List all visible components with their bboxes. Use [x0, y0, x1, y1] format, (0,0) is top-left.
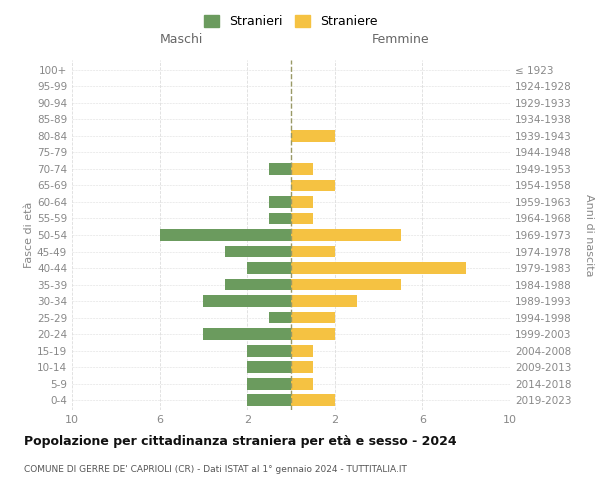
Bar — [291, 378, 313, 390]
Bar — [291, 196, 313, 208]
Bar — [291, 246, 335, 258]
Bar — [291, 180, 335, 192]
Y-axis label: Fasce di età: Fasce di età — [24, 202, 34, 268]
Bar — [226, 246, 291, 258]
Bar — [291, 130, 335, 142]
Bar — [247, 361, 291, 373]
Bar — [291, 163, 313, 175]
Bar — [247, 394, 291, 406]
Bar — [269, 163, 291, 175]
Legend: Stranieri, Straniere: Stranieri, Straniere — [199, 10, 383, 34]
Bar — [291, 394, 335, 406]
Bar — [291, 295, 357, 307]
Bar — [247, 344, 291, 356]
Text: COMUNE DI GERRE DE' CAPRIOLI (CR) - Dati ISTAT al 1° gennaio 2024 - TUTTITALIA.I: COMUNE DI GERRE DE' CAPRIOLI (CR) - Dati… — [24, 465, 407, 474]
Text: Maschi: Maschi — [160, 33, 203, 46]
Text: Femmine: Femmine — [371, 33, 430, 46]
Bar — [203, 328, 291, 340]
Bar — [247, 378, 291, 390]
Bar — [160, 229, 291, 241]
Bar — [291, 344, 313, 356]
Bar — [291, 262, 466, 274]
Bar — [203, 295, 291, 307]
Bar — [226, 278, 291, 290]
Bar — [247, 262, 291, 274]
Bar — [291, 229, 401, 241]
Bar — [269, 312, 291, 324]
Bar — [291, 312, 335, 324]
Bar — [291, 212, 313, 224]
Y-axis label: Anni di nascita: Anni di nascita — [584, 194, 594, 276]
Bar — [269, 212, 291, 224]
Bar — [291, 361, 313, 373]
Text: Popolazione per cittadinanza straniera per età e sesso - 2024: Popolazione per cittadinanza straniera p… — [24, 435, 457, 448]
Bar — [291, 278, 401, 290]
Bar — [269, 196, 291, 208]
Bar — [291, 328, 335, 340]
